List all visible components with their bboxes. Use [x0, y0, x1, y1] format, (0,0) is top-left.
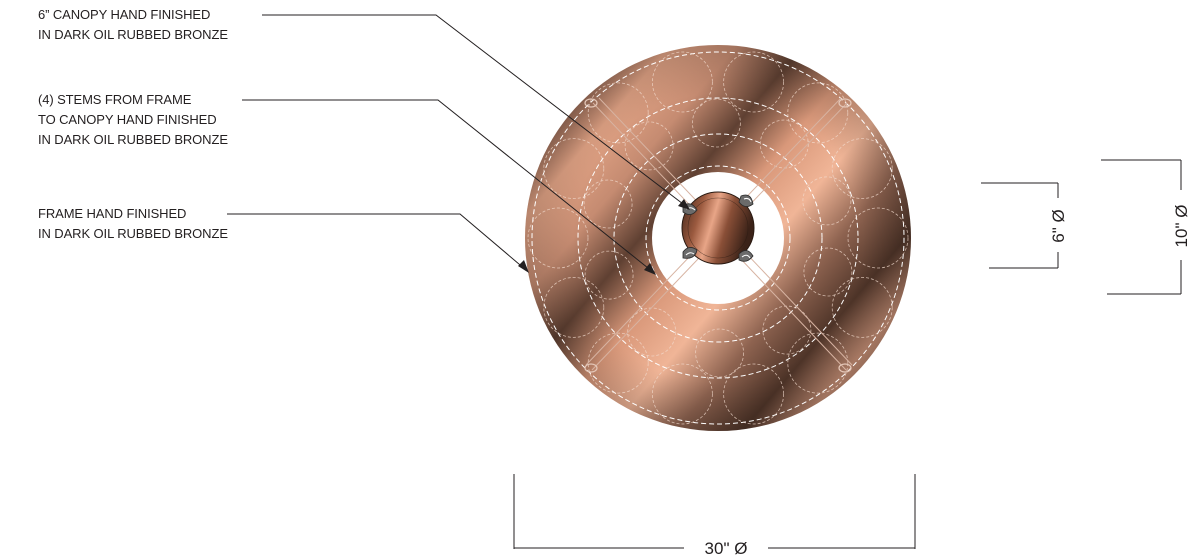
stems-leader — [242, 99, 654, 273]
globe-outline — [695, 328, 744, 378]
dimension-10 — [1101, 159, 1182, 295]
globe-outline — [624, 121, 674, 171]
stems-callout-line2: TO CANOPY HAND FINISHED — [38, 112, 217, 127]
globe-outline — [787, 82, 849, 144]
canopy-callout-line1: 6” CANOPY HAND FINISHED — [38, 7, 211, 22]
leader-arrowheads — [518, 199, 690, 275]
dimension-30 — [513, 474, 916, 549]
stems-callout-line1: (4) STEMS FROM FRAME — [38, 92, 192, 107]
globe-outline — [652, 363, 713, 425]
globe-outline — [847, 207, 909, 269]
globe-outline — [831, 276, 893, 338]
frame-callout-line2: IN DARK OIL RUBBED BRONZE — [38, 226, 228, 241]
frame-callout: FRAME HAND FINISHED IN DARK OIL RUBBED B… — [38, 204, 228, 244]
globe-outline — [803, 247, 853, 297]
stem-clips — [584, 98, 852, 373]
dimension-6 — [981, 182, 1059, 269]
dashed-rings — [531, 51, 905, 425]
globe-outline — [652, 51, 713, 113]
globe-outline — [723, 51, 784, 113]
globe-outline — [587, 332, 649, 394]
frame-callout-line1: FRAME HAND FINISHED — [38, 206, 187, 221]
stems-callout-line3: IN DARK OIL RUBBED BRONZE — [38, 132, 228, 147]
globe-outline — [723, 363, 784, 425]
globe-outline — [527, 207, 589, 269]
dimension-10-label: 10" Ø — [1172, 205, 1189, 248]
canopy-leader — [262, 14, 688, 208]
stems-callout: (4) STEMS FROM FRAME TO CANOPY HAND FINI… — [38, 90, 228, 150]
globe-outline — [543, 138, 605, 200]
globe-outline — [584, 250, 634, 300]
globe-outline — [583, 179, 633, 229]
leader-lines — [227, 14, 688, 273]
dimension-30-label: 30" Ø — [705, 539, 748, 558]
globe-outline — [831, 138, 893, 200]
canopy — [681, 191, 755, 265]
globe-outline — [762, 305, 812, 355]
globe-outline — [802, 176, 852, 226]
canopy-callout-line2: IN DARK OIL RUBBED BRONZE — [38, 27, 228, 42]
globe-outline — [787, 332, 849, 394]
globe-outline — [692, 98, 741, 148]
frame-leader — [227, 213, 527, 271]
dimension-6-label: 6" Ø — [1049, 209, 1068, 242]
globe-outline — [587, 82, 649, 144]
canopy-callout: 6” CANOPY HAND FINISHED IN DARK OIL RUBB… — [38, 5, 228, 45]
globe-outline — [543, 276, 605, 338]
